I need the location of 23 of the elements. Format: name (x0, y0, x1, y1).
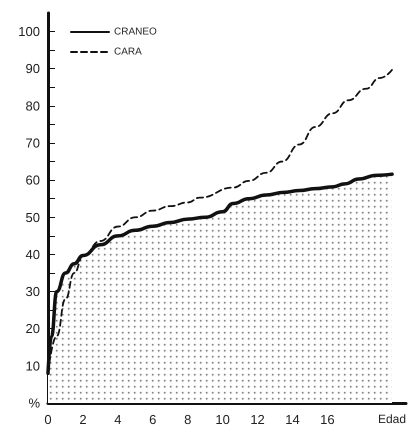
legend-label: CRANEO (114, 26, 158, 38)
x-tick-label: 8 (184, 412, 192, 427)
x-tick-label: 4 (114, 412, 122, 427)
x-axis-title: Edad (378, 412, 406, 426)
y-tick-label: 70 (26, 136, 40, 150)
y-tick-label: 100 (18, 24, 40, 40)
x-tick-label: 2 (79, 412, 87, 427)
y-tick-label: 50 (26, 210, 40, 225)
y-tick-label: % (28, 396, 40, 410)
legend-label: CARA (114, 46, 142, 58)
x-tick-label: 14 (285, 412, 300, 427)
y-tick-label: 60 (26, 172, 40, 188)
y-tick-label: 80 (26, 98, 40, 114)
y-tick-label: 40 (26, 246, 40, 262)
y-tick-label: 30 (26, 284, 40, 300)
y-tick-label: 20 (26, 321, 40, 336)
y-tick-label: 10 (26, 358, 40, 374)
x-tick-label: 12 (250, 412, 265, 427)
x-tick-label: 10 (215, 412, 230, 427)
x-tick-label: 6 (149, 412, 156, 427)
x-tick-label: 0 (44, 412, 52, 427)
x-tick-label: 16 (320, 412, 335, 427)
y-tick-label: 90 (26, 61, 40, 76)
